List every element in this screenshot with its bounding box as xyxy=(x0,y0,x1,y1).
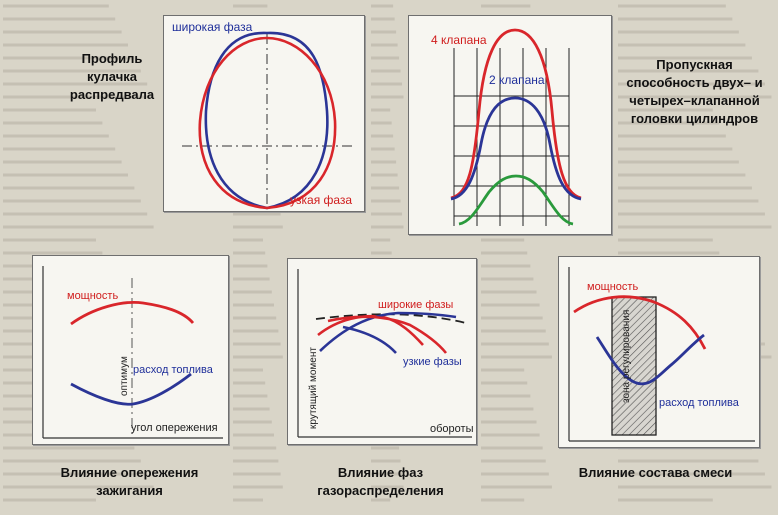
mixture-regulation-zone xyxy=(611,296,657,436)
valve-four-curve xyxy=(450,28,582,200)
cam-profile-graphic xyxy=(182,31,354,210)
ignition-fuel-curve xyxy=(70,372,192,406)
timing-narrow-label: узкие фазы xyxy=(403,356,462,368)
ignition-optimum-label: оптимум xyxy=(119,356,130,396)
timing-x-axis-label: обороты xyxy=(430,423,474,435)
cam-profile-panel: широкая фаза узкая фаза xyxy=(163,15,365,212)
valve-flow-panel: 4 клапана 2 клапана xyxy=(408,15,612,235)
ignition-fuel-label: расход топлива xyxy=(133,364,213,376)
valve-two-label: 2 клапана xyxy=(489,73,545,87)
timing-narrow-blue-curve xyxy=(342,325,397,354)
cam-wide-phase-label: широкая фаза xyxy=(172,20,253,34)
cam-narrow-phase-label: узкая фаза xyxy=(290,193,353,207)
mixture-fuel-label: расход топлива xyxy=(659,397,739,409)
mixture-power-curve xyxy=(573,295,707,350)
timing-envelope-dashed xyxy=(315,313,467,324)
mixture-graphic xyxy=(568,267,755,442)
mixture-panel: мощность расход топлива зона регулирован… xyxy=(558,256,760,448)
mixture-power-label: мощность xyxy=(587,281,639,293)
ignition-x-axis-label: угол опережения xyxy=(131,422,218,434)
timing-wide-label: широкие фазы xyxy=(378,299,454,311)
ignition-power-label: мощность xyxy=(67,290,119,302)
ignition-power-curve xyxy=(70,301,195,326)
timing-narrow-red-curve xyxy=(327,315,448,354)
mixture-caption: Влияние состава смеси xyxy=(578,465,733,480)
valve-two-curve xyxy=(450,96,582,201)
cam-narrow-phase-curve xyxy=(198,36,337,210)
valve-flow-graphic xyxy=(450,28,582,226)
timing-y-axis-label: крутящий момент xyxy=(308,347,319,429)
valve-four-label: 4 клапана xyxy=(431,33,487,47)
timing-wide-blue-curve xyxy=(319,311,457,352)
ignition-caption: Влияние опережения зажигания xyxy=(60,465,199,498)
timing-panel: широкие фазы узкие фазы крутящий момент … xyxy=(287,258,477,445)
mixture-zone-label: зона регулирования xyxy=(621,309,632,403)
mixture-fuel-curve xyxy=(595,333,705,386)
valve-flow-caption: Пропускная способность двух– и четырех–к… xyxy=(626,57,763,126)
timing-caption: Влияние фаз газораспределения xyxy=(317,465,444,498)
valve-green-curve xyxy=(458,174,574,226)
ignition-panel: мощность расход топлива оптимум угол опе… xyxy=(32,255,229,445)
timing-graphic xyxy=(297,269,472,438)
cam-profile-caption: Профиль кулачка распредвала xyxy=(69,51,155,102)
ignition-graphic xyxy=(42,266,223,439)
